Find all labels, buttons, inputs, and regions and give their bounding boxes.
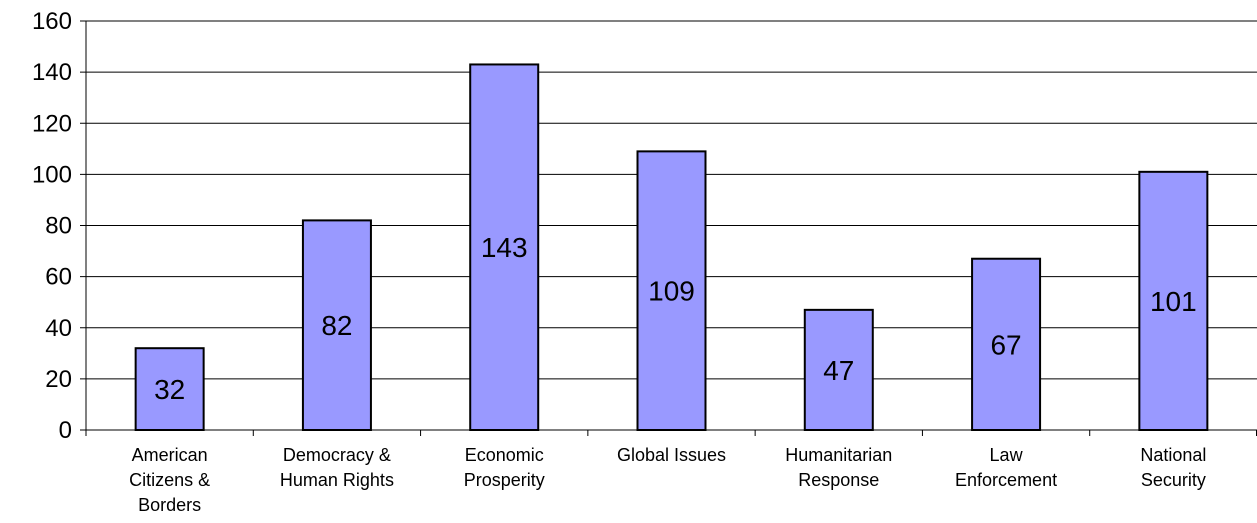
y-tick-label: 160 <box>32 8 72 35</box>
y-tick-label: 60 <box>45 264 72 291</box>
bar <box>1138 170 1209 431</box>
x-category-label: American Citizens & Borders <box>129 445 210 515</box>
x-category-label-line: Law <box>990 445 1024 465</box>
x-category-label-line: Enforcement <box>955 470 1057 490</box>
y-tick-label: 120 <box>32 110 72 137</box>
x-category-label-line: Response <box>798 470 879 490</box>
x-category-label: Humanitarian Response <box>785 445 892 490</box>
y-tick-label: 0 <box>59 417 72 444</box>
data-label: 143 <box>481 232 528 263</box>
x-category-label-line: Security <box>1141 470 1206 490</box>
x-category-label: National Security <box>1140 445 1206 490</box>
x-category-label-line: Democracy & <box>283 445 391 465</box>
x-category-labels: American Citizens & Borders Democracy & Huma… <box>129 445 1206 515</box>
x-category-label-line: Economic <box>465 445 544 465</box>
bar <box>636 150 707 431</box>
x-category-label-line: Borders <box>138 495 201 515</box>
data-label: 109 <box>648 276 695 307</box>
bars <box>134 63 1209 432</box>
y-tick-label: 100 <box>32 161 72 188</box>
data-label: 101 <box>1150 286 1197 317</box>
y-tick-label: 80 <box>45 213 72 240</box>
x-category-label-line: American <box>132 445 208 465</box>
bar <box>134 347 205 432</box>
x-category-label-line: Citizens & <box>129 470 210 490</box>
y-tick-labels: 0 20 40 60 80 100 120 140 160 <box>32 8 72 444</box>
axes <box>80 20 1257 436</box>
bar <box>469 63 540 432</box>
x-category-label: Economic Prosperity <box>464 445 545 490</box>
x-category-label: Law Enforcement <box>955 445 1057 490</box>
x-category-label-line: National <box>1140 445 1206 465</box>
bar <box>971 257 1042 432</box>
x-category-label-line: Humanitarian <box>785 445 892 465</box>
y-tick-label: 140 <box>32 59 72 86</box>
data-label: 67 <box>990 329 1021 360</box>
x-category-label-line: Human Rights <box>280 470 394 490</box>
y-tick-label: 20 <box>45 366 72 393</box>
x-category-label-line: Prosperity <box>464 470 545 490</box>
data-labels: 32 82 143 109 47 67 101 <box>154 232 1197 405</box>
x-category-label: Global Issues <box>617 445 726 465</box>
data-label: 32 <box>154 374 185 405</box>
data-label: 82 <box>321 310 352 341</box>
data-label: 47 <box>823 355 854 386</box>
y-tick-label: 40 <box>45 315 72 342</box>
x-category-label: Democracy & Human Rights <box>280 445 394 490</box>
bar <box>803 308 874 432</box>
x-category-label-line: Global Issues <box>617 445 726 465</box>
